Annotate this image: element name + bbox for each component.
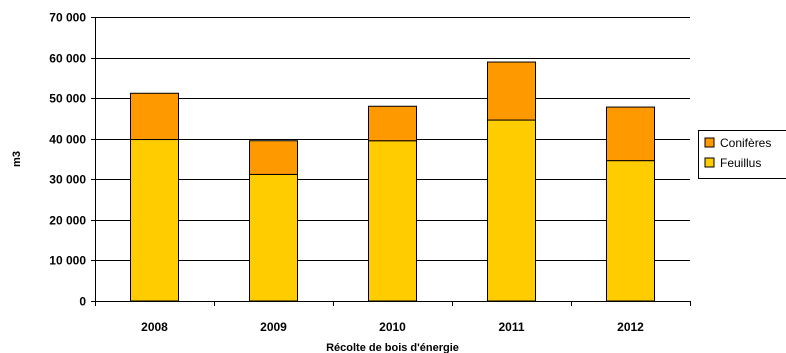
y-tick-label: 10 000: [49, 254, 86, 268]
x-tick-label: 2012: [617, 320, 644, 334]
bar-conif-res-2010: [368, 105, 417, 142]
y-tick-label: 40 000: [49, 133, 86, 147]
bar-conif-res-2008: [130, 92, 179, 141]
y-axis-ticks: 0 10 000 20 000 30 000 40 000 50 000 60 000 70 …: [49, 11, 95, 309]
bar-conif-res-2011: [487, 61, 536, 121]
x-tick-label: 2011: [498, 320, 524, 334]
y-tick-label: 30 000: [49, 173, 86, 187]
bar-feuillus-2010: [368, 140, 417, 302]
legend: Conifères Feuillus: [698, 130, 786, 179]
y-tick-label: 20 000: [49, 214, 86, 228]
y-tick-label: 0: [79, 295, 86, 309]
y-tick-label: 70 000: [49, 11, 86, 25]
y-axis-title: m3: [11, 151, 23, 167]
y-tick-label: 50 000: [49, 92, 86, 106]
axes: [91, 17, 690, 305]
legend-label: Conifères: [720, 136, 771, 150]
bar-conif-res-2009: [249, 140, 298, 175]
bar-feuillus-2008: [130, 139, 179, 302]
x-tick-label: 2008: [141, 320, 168, 334]
x-axis-ticks: 2008 2009 2010 2011 2012: [95, 301, 691, 334]
bar-feuillus-2012: [606, 160, 655, 302]
x-tick-label: 2009: [260, 320, 287, 334]
bar-feuillus-2011: [487, 119, 536, 302]
y-tick-label: 60 000: [49, 52, 86, 66]
legend-swatch: [704, 157, 715, 168]
legend-swatch: [704, 137, 715, 148]
x-tick-label: 2010: [379, 320, 406, 334]
x-axis-title: Récolte de bois d'énergie: [326, 342, 459, 353]
bars: [130, 61, 655, 302]
bar-conif-res-2012: [606, 106, 655, 162]
bar-feuillus-2009: [249, 173, 298, 302]
legend-label: Feuillus: [720, 156, 761, 170]
